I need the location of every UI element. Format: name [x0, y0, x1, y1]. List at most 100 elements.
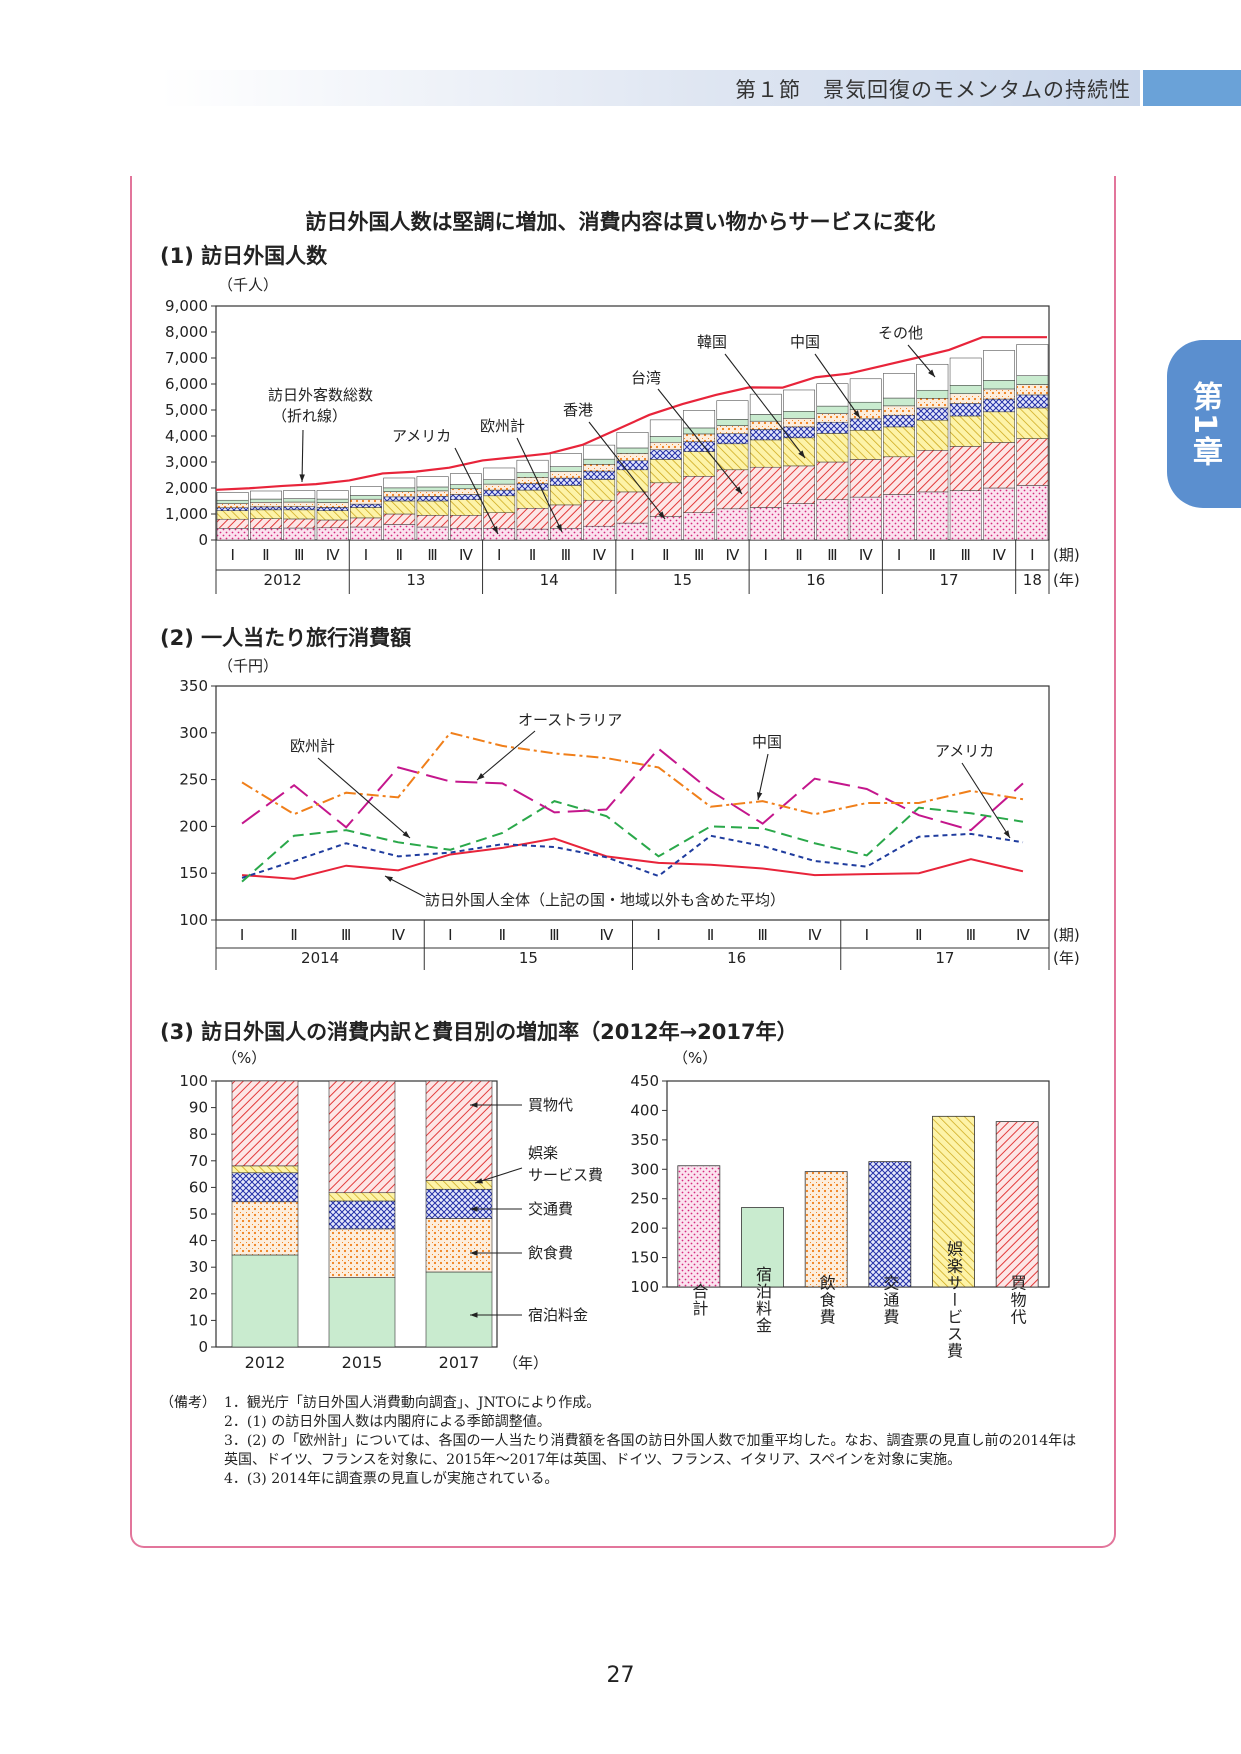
annotation-leader	[724, 353, 806, 459]
chart1-bar-segment	[883, 456, 915, 495]
chart1-bar-segment	[1016, 375, 1049, 385]
chart1-bar-segment	[716, 469, 749, 510]
chart2-quarter-label: Ⅲ	[966, 926, 976, 944]
chart1-bar-segment	[849, 459, 882, 498]
chart1-bar-segment	[849, 418, 882, 431]
chart1-quarter-label: Ⅲ	[561, 546, 571, 564]
chart1-bar-segment	[849, 496, 882, 541]
chart3-bar-segment	[328, 1192, 396, 1202]
chart1-bar-segment	[583, 479, 616, 501]
chart2-year-label: 2014	[301, 949, 339, 967]
chart2-series-line	[241, 731, 1024, 816]
chart1-bar-segment	[583, 464, 616, 472]
chart3-category-label: 2017	[439, 1353, 480, 1372]
chart2-quarter-label: Ⅱ	[915, 926, 922, 944]
chart1-bar-segment	[983, 350, 1015, 381]
chart1-bar-segment	[416, 490, 449, 497]
chart1-bar-segment	[749, 466, 782, 508]
chart1-bar-segment	[783, 418, 816, 428]
chart1-quarter-label: Ⅰ	[897, 546, 901, 564]
chart3-bar-segment	[425, 1271, 493, 1348]
chart1-bar-segment	[516, 528, 549, 541]
chart2-quarter-label: Ⅳ	[808, 926, 822, 944]
chart2-quarter-label: Ⅱ	[707, 926, 714, 944]
chart1-bar-segment	[250, 509, 282, 519]
chart1-ytick-label: 8,000	[165, 323, 208, 341]
chart1-bar-segment	[916, 491, 949, 541]
chart1-bar-segment	[383, 491, 416, 498]
annotation-arrowhead	[402, 830, 410, 838]
chart1-quarter-label: Ⅲ	[694, 546, 704, 564]
chart1-bar-segment	[749, 414, 782, 422]
chart1-bar-segment	[949, 490, 982, 541]
chart1-bar-segment	[749, 429, 782, 441]
annotation-leader	[384, 875, 426, 898]
chart1-bar-segment	[683, 410, 716, 429]
annotation-leader	[757, 753, 769, 801]
chart2-quarter-label: Ⅰ	[448, 926, 452, 944]
chart1-bar-segment	[449, 494, 482, 500]
chart2-unit: （千円）	[218, 657, 278, 675]
chart1-bar-segment	[516, 472, 549, 478]
annotation-leader	[814, 353, 861, 419]
chart1-bar-segment	[350, 486, 382, 496]
chart1-bar-segment	[1016, 344, 1049, 376]
chart1-ytick-label: 0	[198, 531, 208, 549]
chart4-category-label: 合計	[689, 1283, 708, 1317]
annotation-leader	[657, 388, 743, 495]
chart3-category-label: 2012	[245, 1353, 286, 1372]
annotation-leader	[516, 437, 563, 533]
annotation-arrowhead	[853, 410, 860, 418]
chart1-ytick-label: 5,000	[165, 401, 208, 419]
chart1-bar-segment	[816, 461, 849, 500]
chart1-bar-segment	[883, 494, 915, 541]
chart1-quarter-label: Ⅱ	[529, 546, 536, 564]
annotation-leader	[588, 421, 666, 520]
note-3: 3．(2) の「欧州計」については、各国の一人当たり消費額を各国の訪日外国人数で…	[224, 1433, 1077, 1468]
chart1-bar-segment	[283, 506, 316, 511]
chart2-series-line	[241, 747, 1024, 832]
chart3-ytick-label: 90	[189, 1099, 208, 1117]
chart1-annotation-other: その他	[878, 324, 923, 342]
chart1-bar-segment	[983, 398, 1015, 413]
annotation-arrowhead	[735, 486, 742, 494]
chart1-bar-segment	[383, 477, 416, 489]
chart2-quarter-label: Ⅱ	[499, 926, 506, 944]
annotation-arrowhead	[756, 792, 763, 800]
chart1-bar-segment	[616, 522, 649, 541]
chart2-quarter-label: Ⅲ	[757, 926, 767, 944]
chart1-bar-segment	[250, 506, 282, 511]
chart1-bar-segment	[483, 479, 516, 485]
chart1-ytick-label: 9,000	[165, 297, 208, 315]
chart3-label-food: 飲食費	[528, 1244, 573, 1262]
chart1-bar-segment	[549, 477, 582, 486]
note-row: （備考） 1．観光庁「訪日外国人消費動向調査」、JNTOにより作成。	[160, 1394, 1084, 1413]
chart1-bar-segment	[283, 490, 316, 499]
chart1-bar-segment	[283, 498, 316, 503]
chart3-bar-segment	[231, 1254, 299, 1348]
annotation-arrowhead	[556, 524, 562, 532]
chart1-x-unit-year: (年)	[1053, 571, 1080, 589]
chart1-bar-segment	[616, 432, 649, 449]
chart1-annotation-korea: 韓国	[697, 333, 727, 351]
chart1-bar-segment	[616, 460, 649, 471]
chart1-bar-segment	[1016, 407, 1049, 439]
chart1-bar-segment	[549, 528, 582, 541]
annotation-arrowhead	[470, 1206, 478, 1212]
chart2-ytick-label: 300	[179, 724, 208, 742]
chart1-bar-segment	[783, 389, 816, 412]
chart1-bar-segment	[949, 415, 982, 447]
chart3-bar-segment	[231, 1172, 299, 1203]
chapter-tab[interactable]: 第1章	[1167, 340, 1241, 508]
chart4-category-label: 飲食費	[817, 1275, 836, 1326]
chart1-bar-segment	[216, 503, 249, 509]
chart3-unit: （%）	[222, 1049, 266, 1067]
chart4-ytick-label: 450	[630, 1072, 659, 1090]
chart2-annotation-america: アメリカ	[935, 742, 994, 760]
chart1-quarter-label: Ⅰ	[497, 546, 501, 564]
chart4-category-label: 娯楽サービス費	[944, 1241, 963, 1360]
chart4-ytick-label: 350	[630, 1131, 659, 1149]
chart1-year-label: 15	[673, 571, 692, 589]
annotation-arrowhead	[299, 474, 305, 482]
chart1-bar-segment	[549, 485, 582, 506]
